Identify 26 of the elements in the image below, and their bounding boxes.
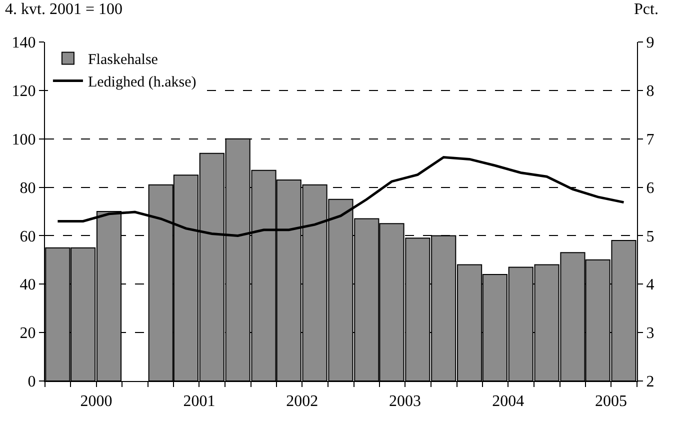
x-tick-label: 2000 [80,393,112,410]
x-tick-label: 2001 [183,393,216,410]
y-tick-label: 20 [20,325,36,342]
x-tick-label: 2003 [388,393,421,410]
x-tick-label: 2002 [286,393,318,410]
x-tick-label: 2005 [595,393,628,410]
y-tick-label: 100 [12,131,36,148]
y2-axis-title: Pct. [634,1,658,18]
legend-label: Flaskehalse [88,52,158,68]
y2-tick-label: 8 [646,83,654,100]
x-tick-label: 2004 [492,393,524,410]
y-tick-label: 60 [20,228,36,246]
y2-tick-label: 7 [646,131,654,148]
y2-tick-label: 9 [646,34,654,52]
y-axis-title: 4. kvt. 2001 = 100 [5,1,122,18]
y-tick-label: 120 [12,83,36,100]
y2-tick-label: 5 [646,228,654,246]
legend-label: Ledighed (h.akse) [88,74,196,91]
y2-tick-label: 3 [646,325,654,342]
y-tick-label: 40 [20,276,36,294]
y-tick-label: 80 [20,180,36,197]
y-tick-label: 0 [28,374,36,391]
y2-tick-label: 2 [646,374,654,391]
y-tick-label: 140 [12,34,36,52]
y2-tick-label: 6 [646,180,654,197]
y2-tick-label: 4 [646,276,654,294]
